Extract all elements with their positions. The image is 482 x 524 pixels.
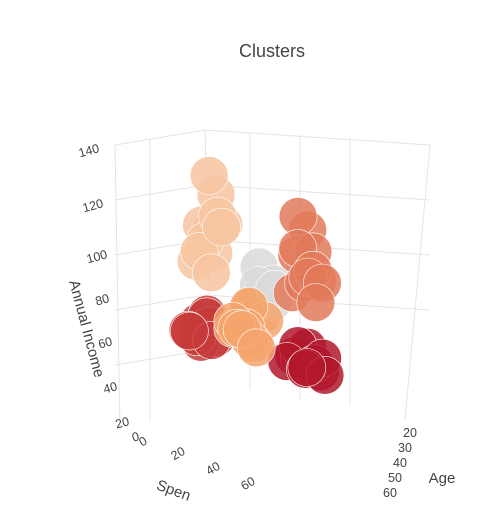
- grid-line: [204, 129, 431, 146]
- y-tick-label: 20: [403, 426, 417, 440]
- x-tick-label: 60: [238, 474, 257, 493]
- grid-line: [114, 294, 206, 311]
- y-tick-label: 60: [383, 486, 397, 500]
- grid-line: [114, 144, 121, 431]
- x-tick-label: 20: [168, 444, 187, 463]
- z-tick-label: 100: [85, 247, 109, 266]
- z-tick-label: 20: [114, 414, 131, 431]
- data-point: [202, 207, 241, 247]
- y-tick-label: 30: [398, 441, 412, 455]
- grid-line: [114, 184, 206, 201]
- chart-title: Clusters: [239, 41, 305, 61]
- x-axis-title: Spen: [154, 477, 193, 505]
- y-axis-title: Age: [429, 470, 456, 487]
- data-point: [287, 348, 327, 387]
- point-layer: [168, 156, 345, 395]
- z-tick-label: 120: [81, 196, 105, 215]
- y-tick-label: 40: [393, 456, 407, 470]
- grid-line: [404, 144, 431, 421]
- data-point: [189, 156, 229, 195]
- z-tick-label: 80: [94, 291, 111, 308]
- data-point: [170, 311, 209, 351]
- z-tick-label: 0: [130, 429, 140, 444]
- data-point: [296, 283, 336, 322]
- grid-line: [204, 184, 431, 201]
- data-point: [192, 253, 231, 293]
- z-tick-label: 60: [97, 334, 114, 351]
- y-tick-label: 50: [388, 471, 402, 485]
- z-tick-label: 40: [102, 379, 119, 396]
- grid-line: [114, 129, 206, 146]
- x-tick-label: 0: [136, 434, 149, 450]
- data-point: [236, 328, 276, 368]
- x-tick-label: 40: [203, 459, 222, 478]
- z-tick-label: 140: [77, 141, 101, 160]
